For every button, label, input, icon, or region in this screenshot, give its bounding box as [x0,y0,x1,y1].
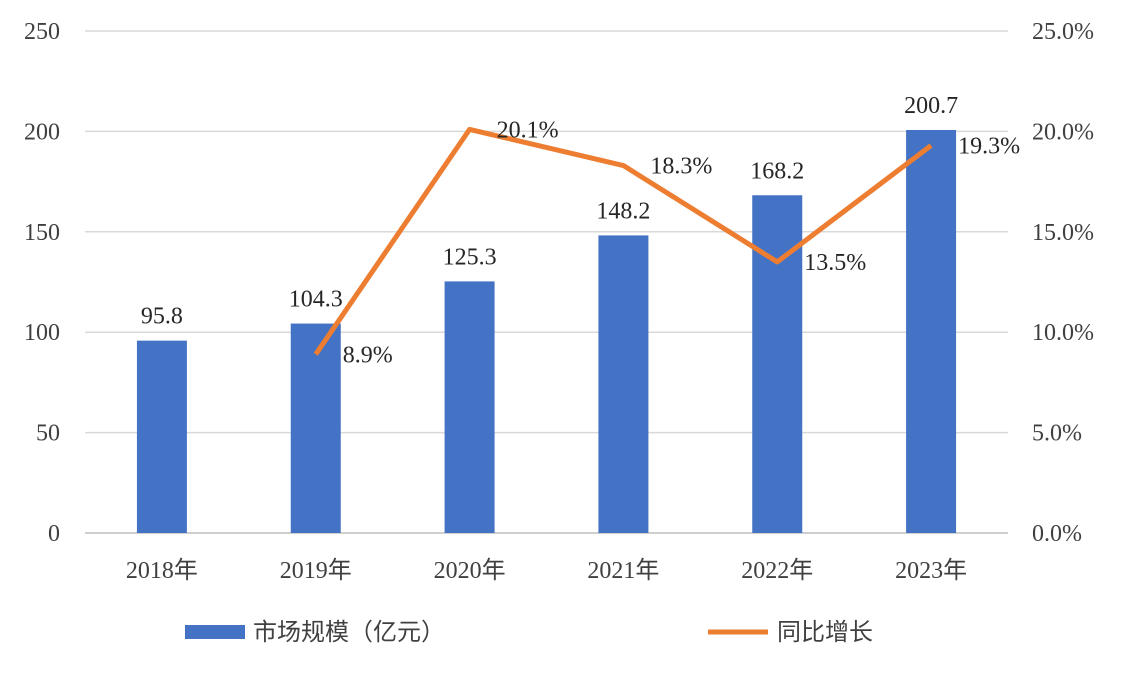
line-value-label: 18.3% [650,154,712,180]
bar-value-label: 104.3 [289,287,343,313]
left-tick-label: 100 [24,320,60,346]
line-data-labels: 8.9% 20.1% 18.3% 13.5% 19.3% [343,117,1020,368]
left-tick-label: 50 [36,421,60,447]
x-tick-label: 2018年 [126,557,198,584]
x-tick-label: 2020年 [434,557,506,584]
bar-value-label: 148.2 [596,198,650,224]
line-value-label: 19.3% [958,133,1020,159]
bar [906,129,957,534]
line-value-label: 20.1% [497,117,559,143]
bar [136,340,187,533]
bar-series [136,129,957,534]
bar [598,235,649,533]
left-tick-label: 0 [48,521,60,547]
left-tick-label: 200 [24,119,60,145]
right-tick-label: 10.0% [1032,320,1094,346]
left-axis-ticks: 0 50 100 150 200 250 [24,19,60,547]
bar-value-label: 200.7 [904,93,958,119]
bar-value-label: 95.8 [141,304,183,330]
x-tick-label: 2023年 [895,557,967,584]
x-tick-label: 2019年 [280,557,352,584]
bar-value-label: 125.3 [443,244,497,270]
line-series [313,126,933,356]
legend-label-line: 同比增长 [777,618,873,646]
right-tick-label: 5.0% [1032,421,1082,447]
line-value-label: 8.9% [343,342,393,368]
gridlines [85,30,1008,534]
right-tick-label: 15.0% [1032,220,1094,246]
left-tick-label: 150 [24,220,60,246]
right-tick-label: 25.0% [1032,19,1094,45]
left-tick-label: 250 [24,19,60,45]
line-value-label: 13.5% [804,250,866,276]
legend-label-bar: 市场规模（亿元） [253,618,445,646]
legend: 市场规模（亿元） 同比增长 [185,618,873,646]
bar [290,323,341,533]
x-tick-label: 2022年 [741,557,813,584]
x-tick-label: 2021年 [587,557,659,584]
legend-swatch-bar [185,625,245,639]
bar-value-label: 168.2 [750,158,804,184]
right-tick-label: 0.0% [1032,521,1082,547]
right-tick-label: 20.0% [1032,119,1094,145]
bar [444,281,495,533]
bar-data-labels: 95.8 104.3 125.3 148.2 168.2 200.7 [141,93,958,330]
growth-line [313,126,933,356]
right-axis-ticks: 0.0% 5.0% 10.0% 15.0% 20.0% 25.0% [1032,19,1094,547]
x-axis-ticks: 2018年 2019年 2020年 2021年 2022年 2023年 [126,557,967,584]
